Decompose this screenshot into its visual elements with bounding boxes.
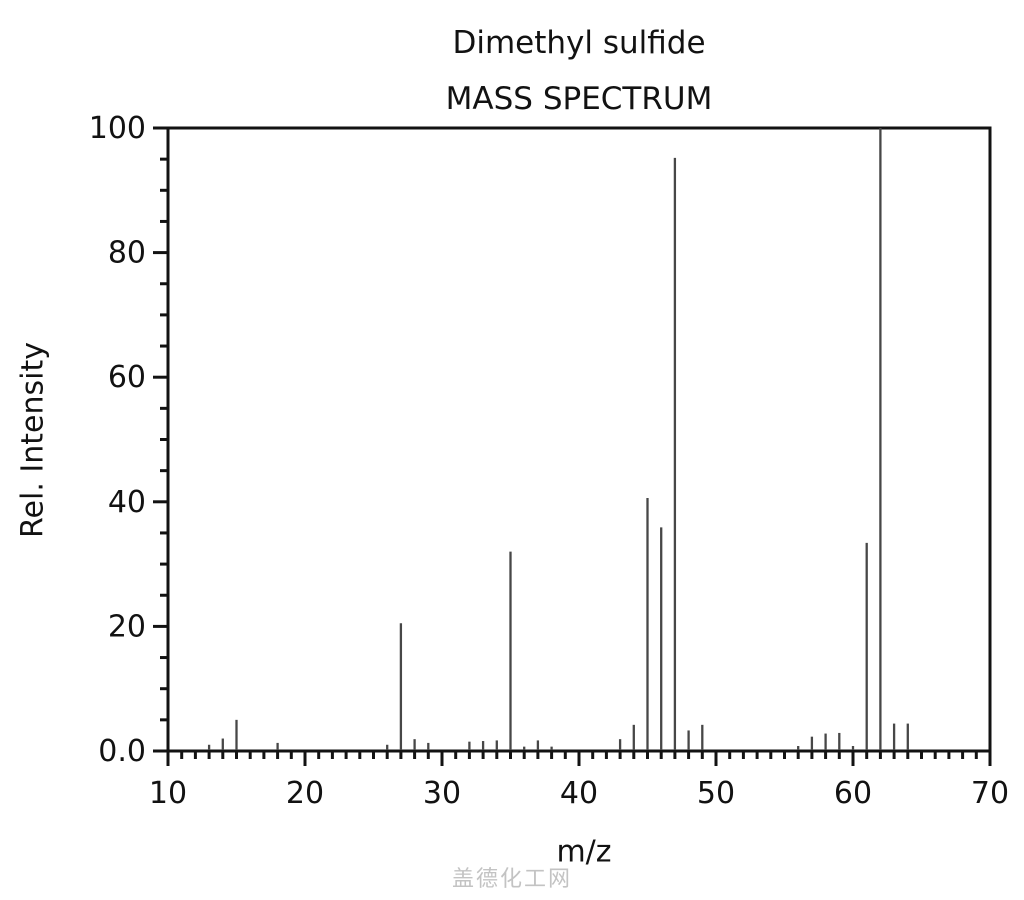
- x-tick-label-70: 70: [971, 776, 1009, 811]
- x-tick-label-50: 50: [697, 776, 735, 811]
- x-tick-label-60: 60: [834, 776, 872, 811]
- y-tick-label-100: 100: [89, 111, 146, 146]
- watermark-text: 盖德化工网: [451, 867, 573, 892]
- peak-lines: [207, 128, 909, 750]
- y-tick-label-20: 20: [108, 609, 146, 644]
- chart-title: Dimethyl sulfide: [452, 25, 706, 61]
- x-tick-label-20: 20: [286, 776, 324, 811]
- y-tick-label-0: 0.0: [98, 734, 146, 769]
- x-tick-label-30: 30: [423, 776, 461, 811]
- y-tick-label-80: 80: [108, 236, 146, 271]
- y-tick-label-60: 60: [108, 360, 146, 395]
- x-tick-label-40: 40: [560, 776, 598, 811]
- x-axis-label: m/z: [556, 834, 612, 870]
- x-tick-label-10: 10: [149, 776, 187, 811]
- chart-subtitle: MASS SPECTRUM: [445, 81, 713, 117]
- y-tick-label-40: 40: [108, 485, 146, 520]
